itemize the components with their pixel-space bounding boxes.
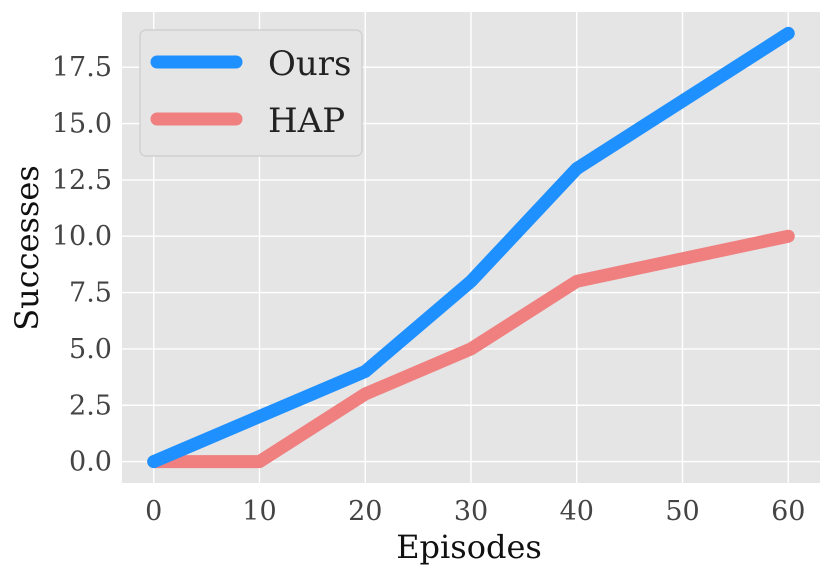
y-tick-label: 12.5 <box>52 165 112 196</box>
x-axis-label: Episodes <box>396 528 542 566</box>
series-lines <box>147 26 795 469</box>
legend: Ours HAP <box>139 29 363 157</box>
x-tick-label: 60 <box>771 496 805 527</box>
legend-label-hap: HAP <box>268 101 345 141</box>
series-line-hap <box>147 229 795 469</box>
x-tick-label: 0 <box>145 496 162 527</box>
y-tick-label: 7.5 <box>69 278 112 309</box>
y-tick-label: 0.0 <box>69 447 112 478</box>
y-axis-label: Successes <box>8 165 46 331</box>
x-tick-label: 10 <box>242 496 276 527</box>
y-tick-label: 5.0 <box>69 334 112 365</box>
x-tick-label: 30 <box>454 496 488 527</box>
y-tick-label: 17.5 <box>52 52 112 83</box>
x-tick-label: 20 <box>348 496 382 527</box>
legend-label-ours: Ours <box>268 44 351 84</box>
y-tick-label: 15.0 <box>52 109 112 140</box>
x-axis-ticks: 0 10 20 30 40 50 60 <box>145 496 805 527</box>
series-line-ours <box>147 26 795 469</box>
y-axis-ticks: 0.0 2.5 5.0 7.5 10.0 12.5 15.0 17.5 <box>52 52 112 477</box>
x-tick-label: 50 <box>665 496 699 527</box>
y-tick-label: 10.0 <box>52 221 112 252</box>
y-tick-label: 2.5 <box>69 390 112 421</box>
x-tick-label: 40 <box>560 496 594 527</box>
